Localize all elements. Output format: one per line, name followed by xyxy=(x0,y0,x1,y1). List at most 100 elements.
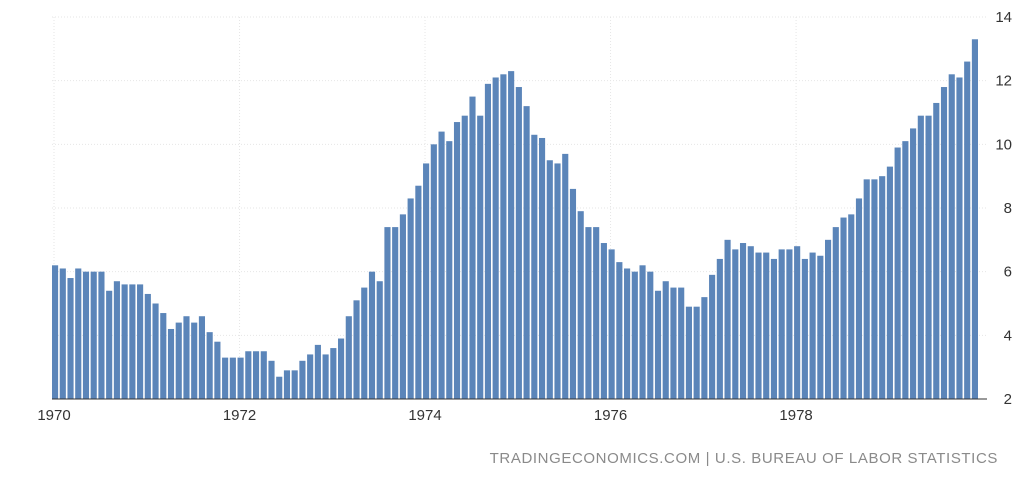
bar xyxy=(848,214,855,399)
bar xyxy=(392,227,399,399)
bar xyxy=(252,351,260,399)
bar xyxy=(314,344,321,399)
bar xyxy=(106,290,113,399)
y-tick-label: 4 xyxy=(1004,327,1012,344)
bar xyxy=(175,322,182,399)
bar xyxy=(75,268,82,399)
bar xyxy=(438,131,445,399)
bar xyxy=(538,137,546,399)
bar xyxy=(531,134,538,399)
bar xyxy=(925,115,932,400)
x-axis: 1970 1972 1974 1976 1978 xyxy=(37,398,987,424)
bar xyxy=(322,354,329,399)
bar xyxy=(546,160,553,399)
bar xyxy=(817,255,824,399)
x-tick-label: 1970 xyxy=(37,407,70,424)
bar xyxy=(407,198,414,399)
bar xyxy=(639,265,646,399)
bar xyxy=(283,370,291,399)
bar xyxy=(855,198,863,399)
source-attribution: TRADINGECONOMICS.COM | U.S. BUREAU OF LA… xyxy=(490,450,998,467)
bar xyxy=(113,281,120,399)
bar xyxy=(508,71,515,400)
bar xyxy=(59,268,66,399)
x-tick-label: 1978 xyxy=(779,407,812,424)
y-tick-label: 6 xyxy=(1004,264,1012,281)
source-agency: U.S. BUREAU OF LABOR STATISTICS xyxy=(714,450,998,467)
bar xyxy=(137,284,144,399)
bar xyxy=(608,249,615,399)
y-axis: 2 4 6 8 10 12 14 xyxy=(995,9,1012,408)
bar xyxy=(871,179,878,399)
bar xyxy=(338,338,345,399)
bar xyxy=(809,252,816,399)
bar xyxy=(832,227,839,399)
bar xyxy=(500,74,507,400)
bar xyxy=(276,376,283,399)
bar xyxy=(956,77,963,399)
bar xyxy=(600,243,607,399)
bar xyxy=(330,348,337,399)
source-site: TRADINGECONOMICS.COM xyxy=(489,450,701,467)
bar xyxy=(469,96,476,399)
bar xyxy=(384,227,391,399)
bar xyxy=(739,243,747,399)
bar xyxy=(191,322,198,399)
bar xyxy=(345,316,352,399)
bar xyxy=(716,258,723,399)
x-tick-label: 1976 xyxy=(594,407,627,424)
bar xyxy=(299,360,306,399)
bar xyxy=(902,141,909,399)
bar xyxy=(245,351,252,399)
bar xyxy=(593,227,600,399)
bar xyxy=(415,185,422,399)
y-tick-label: 12 xyxy=(995,73,1012,90)
bar xyxy=(554,163,561,399)
bar xyxy=(52,265,59,399)
bar xyxy=(430,144,437,399)
bar xyxy=(685,306,692,399)
bar xyxy=(129,284,136,399)
bar xyxy=(794,246,801,399)
bar xyxy=(910,128,917,400)
bar xyxy=(701,297,708,399)
bar xyxy=(747,246,754,399)
bar xyxy=(894,147,901,399)
bar xyxy=(423,163,430,399)
bar xyxy=(825,239,832,399)
bar xyxy=(562,153,569,399)
bar xyxy=(940,87,948,399)
bar xyxy=(477,115,484,400)
bar xyxy=(770,258,778,399)
y-tick-label: 2 xyxy=(1004,391,1012,408)
bar xyxy=(67,278,74,399)
bar xyxy=(353,300,360,399)
bar xyxy=(840,217,847,399)
bar xyxy=(368,271,376,399)
y-tick-label: 14 xyxy=(995,9,1012,26)
bar xyxy=(492,77,499,399)
bar xyxy=(948,74,955,400)
bar xyxy=(709,274,716,399)
bar xyxy=(670,287,677,399)
bar xyxy=(693,306,700,399)
bar xyxy=(863,179,870,399)
bar xyxy=(198,316,205,399)
bar xyxy=(732,249,739,399)
bar xyxy=(917,115,924,400)
y-tick-label: 10 xyxy=(995,136,1012,153)
bar xyxy=(886,166,893,399)
bar xyxy=(144,293,151,399)
bar xyxy=(453,122,461,400)
bar xyxy=(260,351,267,399)
bar xyxy=(523,106,530,399)
bar xyxy=(160,313,167,399)
bar xyxy=(933,102,940,399)
bar xyxy=(624,268,631,399)
bar-series xyxy=(52,39,978,400)
bar xyxy=(307,354,314,399)
bar xyxy=(654,290,662,399)
x-tick-label: 1972 xyxy=(223,407,256,424)
bar xyxy=(763,252,770,399)
